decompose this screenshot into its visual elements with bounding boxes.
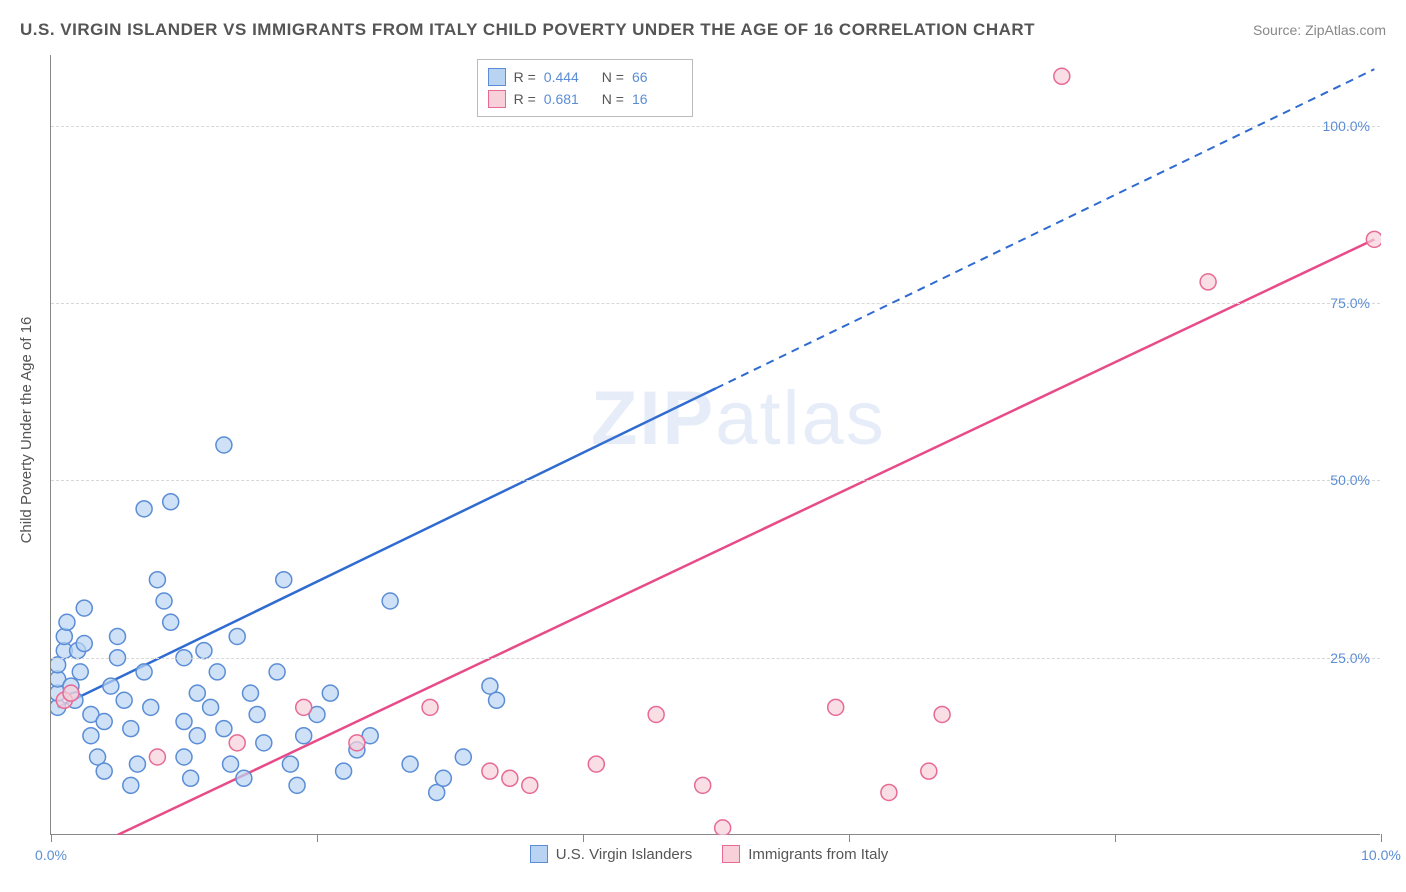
legend-swatch [488,90,506,108]
y-tick-label: 100.0% [1323,118,1370,134]
legend-series-item: Immigrants from Italy [722,845,888,863]
gridline-h [51,126,1380,127]
x-tick [1381,834,1382,842]
plot-area: ZIPatlas 25.0%50.0%75.0%100.0%0.0%10.0%R… [50,55,1380,835]
y-tick-label: 25.0% [1330,650,1370,666]
legend-series: U.S. Virgin Islanders Immigrants from Ita… [530,845,888,863]
source-attribution: Source: ZipAtlas.com [1253,22,1386,38]
y-tick-label: 75.0% [1330,295,1370,311]
legend-swatch [722,845,740,863]
gridline-h [51,303,1380,304]
legend-series-label: U.S. Virgin Islanders [556,846,692,863]
x-tick-label: 10.0% [1361,847,1401,863]
x-tick [1115,834,1116,842]
gridline-h [51,480,1380,481]
chart-container: U.S. VIRGIN ISLANDER VS IMMIGRANTS FROM … [0,0,1406,892]
x-tick [849,834,850,842]
legend-stats-row: R =0.681N =16 [488,88,682,110]
y-tick-label: 50.0% [1330,472,1370,488]
y-axis-label: Child Poverty Under the Age of 16 [18,317,35,544]
x-tick [583,834,584,842]
x-tick [51,834,52,842]
legend-swatch [530,845,548,863]
legend-stats-row: R =0.444N =66 [488,66,682,88]
gridline-h [51,658,1380,659]
x-tick-label: 0.0% [35,847,67,863]
legend-swatch [488,68,506,86]
plot-svg [51,55,1381,835]
x-tick [317,834,318,842]
chart-title: U.S. VIRGIN ISLANDER VS IMMIGRANTS FROM … [20,20,1035,40]
legend-series-item: U.S. Virgin Islanders [530,845,692,863]
legend-series-label: Immigrants from Italy [748,846,888,863]
legend-stats: R =0.444N =66R =0.681N =16 [477,59,693,117]
